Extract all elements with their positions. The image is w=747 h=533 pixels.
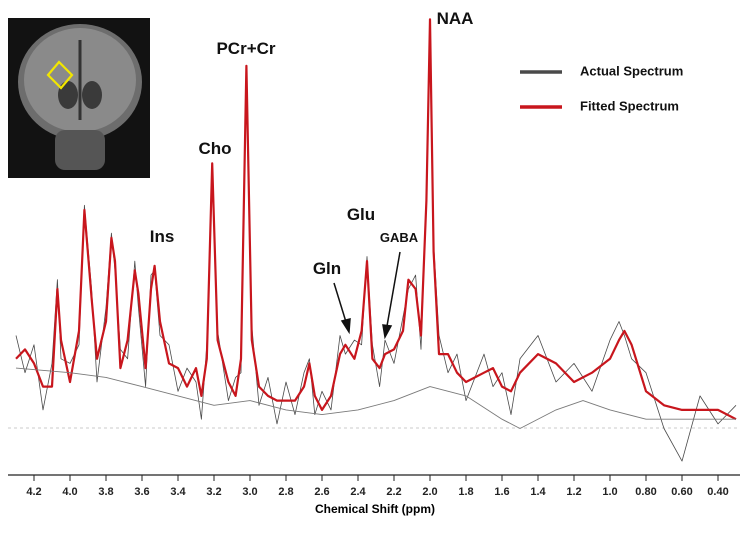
annotation: NAA: [437, 9, 474, 28]
series-line: [15, 18, 737, 421]
annotation: Ins: [150, 227, 175, 246]
x-tick-label: 3.4: [170, 486, 186, 498]
x-tick-label: 2.4: [350, 486, 366, 498]
legend-label: Fitted Spectrum: [580, 98, 679, 113]
annotation: Gln: [313, 259, 341, 278]
arrow-head: [340, 318, 351, 335]
inset-brainstem: [55, 130, 105, 170]
legend-label: Actual Spectrum: [580, 63, 683, 78]
inset-voxel: [46, 60, 74, 90]
annotation: GABA: [380, 230, 419, 245]
x-tick-label: 4.2: [26, 486, 41, 498]
x-tick-label: 4.0: [62, 486, 77, 498]
x-tick-label: 2.0: [422, 486, 437, 498]
x-tick-label: 3.6: [134, 486, 149, 498]
annotation: Glu: [347, 205, 375, 224]
x-tick-label: 2.2: [386, 486, 401, 498]
arrow: [333, 282, 347, 323]
inset-image: [8, 18, 150, 178]
arrow: [386, 251, 401, 327]
x-tick-label: 2.8: [278, 486, 293, 498]
x-tick-label: 3.0: [242, 486, 257, 498]
inset-ventricle: [58, 81, 78, 109]
x-tick-label: 3.2: [206, 486, 221, 498]
annotation: PCr+Cr: [216, 39, 275, 58]
x-axis-label: Chemical Shift (ppm): [315, 502, 435, 516]
x-tick-label: 1.8: [458, 486, 473, 498]
x-tick-label: 3.8: [98, 486, 113, 498]
x-tick-label: 0.40: [707, 486, 728, 498]
inset-ventricle: [82, 81, 102, 109]
arrows: [333, 251, 401, 340]
x-tick-label: 1.2: [566, 486, 581, 498]
x-tick-label: 0.80: [635, 486, 656, 498]
series-line: [15, 367, 736, 429]
annotation: Cho: [198, 139, 231, 158]
x-tick-label: 0.60: [671, 486, 692, 498]
x-tick-label: 2.6: [314, 486, 329, 498]
x-tick-label: 1.0: [602, 486, 617, 498]
arrow-head: [382, 324, 393, 340]
x-tick-label: 1.6: [494, 486, 509, 498]
x-tick-label: 1.4: [530, 486, 546, 498]
